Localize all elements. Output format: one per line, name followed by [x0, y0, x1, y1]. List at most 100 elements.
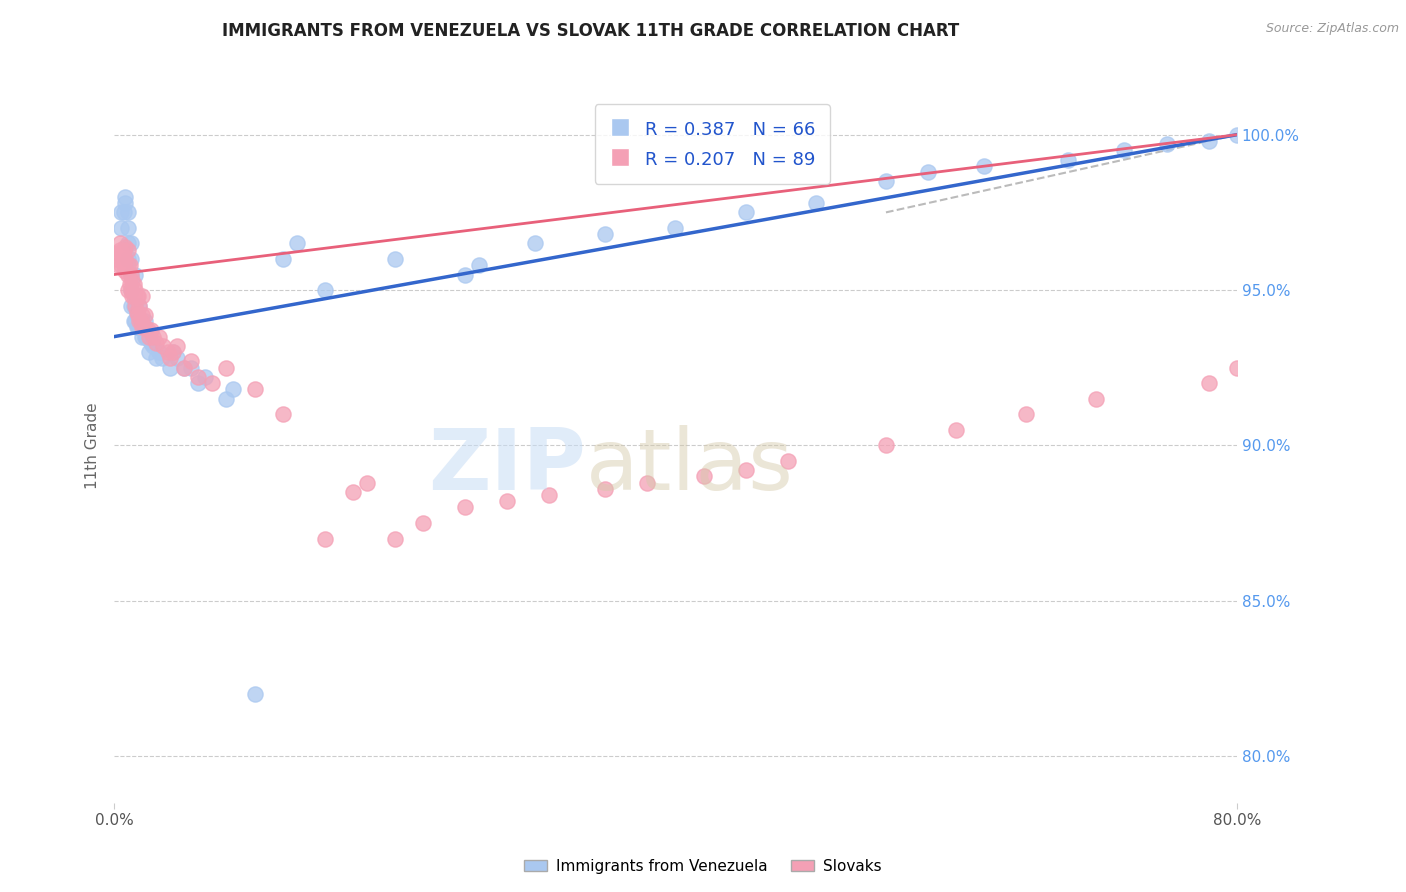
- Point: [496, 494, 519, 508]
- Point: [120, 268, 142, 282]
- Point: [142, 329, 165, 343]
- Point: [134, 314, 156, 328]
- Point: [129, 314, 152, 328]
- Point: [156, 345, 179, 359]
- Point: [945, 423, 967, 437]
- Point: [117, 268, 139, 282]
- Point: [1226, 360, 1249, 375]
- Point: [1268, 329, 1291, 343]
- Point: [127, 289, 149, 303]
- Point: [134, 320, 156, 334]
- Point: [1379, 205, 1402, 219]
- Point: [166, 351, 188, 366]
- Point: [131, 314, 153, 328]
- Point: [243, 687, 266, 701]
- Point: [107, 258, 129, 272]
- Point: [1156, 136, 1178, 151]
- Point: [173, 360, 195, 375]
- Point: [314, 532, 336, 546]
- Text: ZIP: ZIP: [427, 425, 586, 508]
- Point: [134, 308, 156, 322]
- Point: [125, 320, 148, 334]
- Point: [384, 532, 406, 546]
- Point: [187, 370, 209, 384]
- Legend: R = 0.387   N = 66, R = 0.207   N = 89: R = 0.387 N = 66, R = 0.207 N = 89: [595, 104, 830, 184]
- Point: [120, 252, 142, 266]
- Point: [734, 205, 756, 219]
- Point: [1114, 143, 1136, 157]
- Point: [121, 289, 143, 303]
- Point: [148, 345, 170, 359]
- Point: [1323, 268, 1346, 282]
- Point: [454, 500, 477, 515]
- Point: [135, 329, 157, 343]
- Point: [162, 345, 184, 359]
- Point: [105, 252, 128, 266]
- Point: [145, 351, 167, 366]
- Point: [139, 323, 162, 337]
- Point: [110, 245, 132, 260]
- Point: [734, 463, 756, 477]
- Point: [124, 299, 146, 313]
- Point: [271, 252, 294, 266]
- Point: [524, 236, 547, 251]
- Point: [117, 221, 139, 235]
- Text: IMMIGRANTS FROM VENEZUELA VS SLOVAK 11TH GRADE CORRELATION CHART: IMMIGRANTS FROM VENEZUELA VS SLOVAK 11TH…: [222, 22, 959, 40]
- Point: [664, 221, 686, 235]
- Point: [110, 205, 132, 219]
- Legend: Immigrants from Venezuela, Slovaks: Immigrants from Venezuela, Slovaks: [519, 853, 887, 880]
- Point: [194, 370, 217, 384]
- Point: [1296, 299, 1319, 313]
- Point: [118, 277, 141, 291]
- Point: [917, 165, 939, 179]
- Point: [159, 360, 181, 375]
- Point: [124, 314, 146, 328]
- Point: [468, 258, 491, 272]
- Point: [1310, 283, 1333, 297]
- Point: [124, 283, 146, 297]
- Point: [108, 236, 131, 251]
- Point: [454, 268, 477, 282]
- Point: [1085, 392, 1108, 406]
- Point: [110, 258, 132, 272]
- Point: [1351, 236, 1374, 251]
- Point: [128, 299, 150, 313]
- Point: [125, 308, 148, 322]
- Point: [120, 299, 142, 313]
- Point: [114, 239, 136, 253]
- Point: [139, 335, 162, 350]
- Point: [342, 484, 364, 499]
- Point: [131, 308, 153, 322]
- Point: [148, 329, 170, 343]
- Point: [1015, 407, 1038, 421]
- Point: [125, 305, 148, 319]
- Point: [142, 339, 165, 353]
- Point: [136, 323, 159, 337]
- Point: [121, 274, 143, 288]
- Point: [356, 475, 378, 490]
- Point: [1198, 134, 1220, 148]
- Point: [111, 252, 134, 266]
- Point: [875, 174, 897, 188]
- Point: [122, 314, 145, 328]
- Point: [1198, 376, 1220, 391]
- Point: [122, 289, 145, 303]
- Point: [180, 354, 202, 368]
- Point: [124, 299, 146, 313]
- Point: [776, 454, 799, 468]
- Point: [162, 345, 184, 359]
- Point: [271, 407, 294, 421]
- Point: [131, 320, 153, 334]
- Point: [1365, 221, 1388, 235]
- Point: [134, 329, 156, 343]
- Point: [138, 345, 160, 359]
- Point: [243, 383, 266, 397]
- Point: [138, 329, 160, 343]
- Point: [215, 392, 238, 406]
- Point: [1282, 314, 1305, 328]
- Point: [120, 283, 142, 297]
- Point: [114, 252, 136, 266]
- Point: [122, 277, 145, 291]
- Point: [120, 236, 142, 251]
- Point: [1254, 345, 1277, 359]
